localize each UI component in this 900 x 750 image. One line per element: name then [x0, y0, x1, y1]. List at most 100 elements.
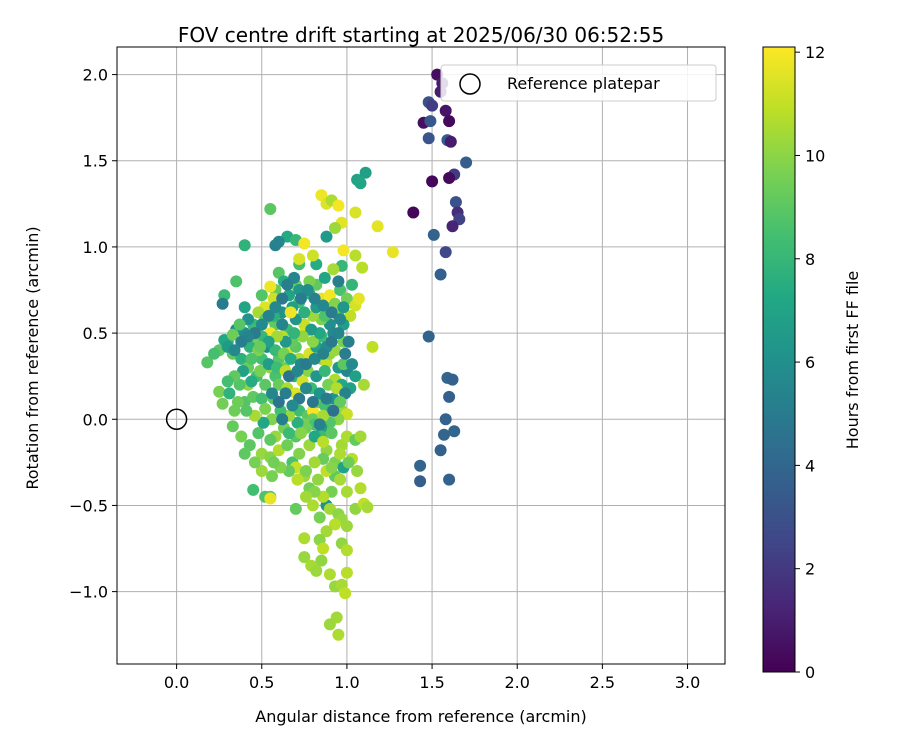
data-point [320, 525, 333, 538]
data-point [339, 347, 352, 360]
data-point [339, 587, 352, 600]
data-point [449, 196, 462, 209]
data-point [325, 306, 338, 319]
x-tick-label: 0.5 [249, 673, 274, 692]
data-point [259, 402, 272, 415]
y-axis-ticks: −1.0 −0.5 0.0 0.5 1.0 1.5 2.0 [69, 66, 117, 602]
data-point [300, 382, 312, 395]
data-point [325, 335, 338, 348]
data-point [318, 271, 331, 284]
data-point [325, 461, 338, 474]
data-point [460, 156, 473, 169]
data-point [272, 396, 285, 408]
data-point [332, 327, 345, 340]
data-point [230, 275, 243, 288]
data-point [262, 309, 275, 322]
data-point [293, 447, 306, 460]
colorbar-ticks: 0 2 4 6 8 10 12 [795, 43, 825, 682]
y-tick-label: 1.0 [83, 238, 108, 257]
data-point [443, 115, 456, 128]
data-point [342, 335, 355, 348]
data-point [346, 278, 358, 291]
data-point [255, 465, 268, 477]
data-point [361, 501, 374, 514]
data-point [306, 404, 319, 417]
legend-box [440, 64, 717, 102]
data-point [426, 99, 439, 112]
data-point [216, 397, 229, 410]
data-point [235, 430, 248, 443]
data-point [320, 392, 333, 405]
data-point [283, 427, 295, 440]
data-point [226, 328, 239, 341]
data-point [337, 301, 350, 314]
data-point [356, 261, 369, 274]
data-point [320, 230, 333, 243]
colorbar-gradient [762, 46, 796, 673]
data-point [298, 306, 311, 319]
data-point [306, 335, 319, 348]
data-point [298, 532, 311, 545]
data-point [288, 327, 301, 340]
data-point [334, 396, 347, 408]
data-point [334, 313, 347, 326]
data-point [264, 433, 277, 446]
data-point [252, 427, 265, 440]
data-point [340, 520, 353, 533]
data-point [300, 465, 312, 477]
data-point [317, 542, 330, 555]
x-axis-label: Angular distance from reference (arcmin) [255, 707, 586, 726]
colorbar: 0 2 4 6 8 10 12 Hours from first FF file [762, 43, 862, 682]
data-point [276, 292, 289, 305]
data-point [317, 299, 330, 312]
colorbar-tick-label: 0 [805, 663, 815, 682]
data-point [349, 249, 362, 262]
data-point [439, 413, 452, 426]
data-point [294, 427, 307, 440]
data-point [334, 473, 347, 486]
data-point [366, 340, 379, 353]
data-point [231, 396, 244, 408]
data-point [323, 568, 336, 581]
data-point [439, 246, 452, 259]
data-point [446, 373, 459, 386]
plot-frame [116, 46, 726, 665]
data-point [352, 292, 365, 305]
data-point [354, 430, 367, 443]
data-point [281, 278, 294, 291]
data-point [226, 420, 239, 433]
reference-point-marker [165, 408, 188, 431]
x-tick-label: 0.0 [164, 673, 189, 692]
data-point [349, 370, 362, 383]
legend: Reference platepar [440, 64, 717, 102]
y-tick-label: 0.0 [83, 410, 108, 429]
data-point [279, 387, 292, 400]
colorbar-tick-label: 12 [805, 43, 825, 62]
data-point [438, 428, 450, 441]
data-point [325, 427, 338, 440]
data-point [284, 352, 297, 365]
data-point [359, 166, 372, 179]
data-point [305, 323, 318, 336]
data-point [300, 490, 312, 503]
data-points [201, 68, 473, 641]
data-point [327, 404, 340, 417]
data-point [313, 418, 326, 431]
data-point [291, 416, 304, 429]
grid-lines [117, 47, 725, 664]
data-point [448, 425, 461, 438]
data-point [434, 444, 447, 457]
y-tick-label: −0.5 [69, 496, 108, 515]
data-point [255, 289, 268, 302]
data-point [443, 172, 456, 184]
data-point [266, 470, 278, 483]
data-point [327, 263, 340, 276]
data-point [349, 206, 362, 219]
data-point [291, 473, 304, 486]
data-point [281, 439, 294, 452]
data-point [443, 390, 456, 403]
data-point [407, 206, 420, 219]
data-point [303, 439, 316, 452]
data-point [337, 358, 350, 371]
y-tick-label: −1.0 [69, 583, 108, 602]
